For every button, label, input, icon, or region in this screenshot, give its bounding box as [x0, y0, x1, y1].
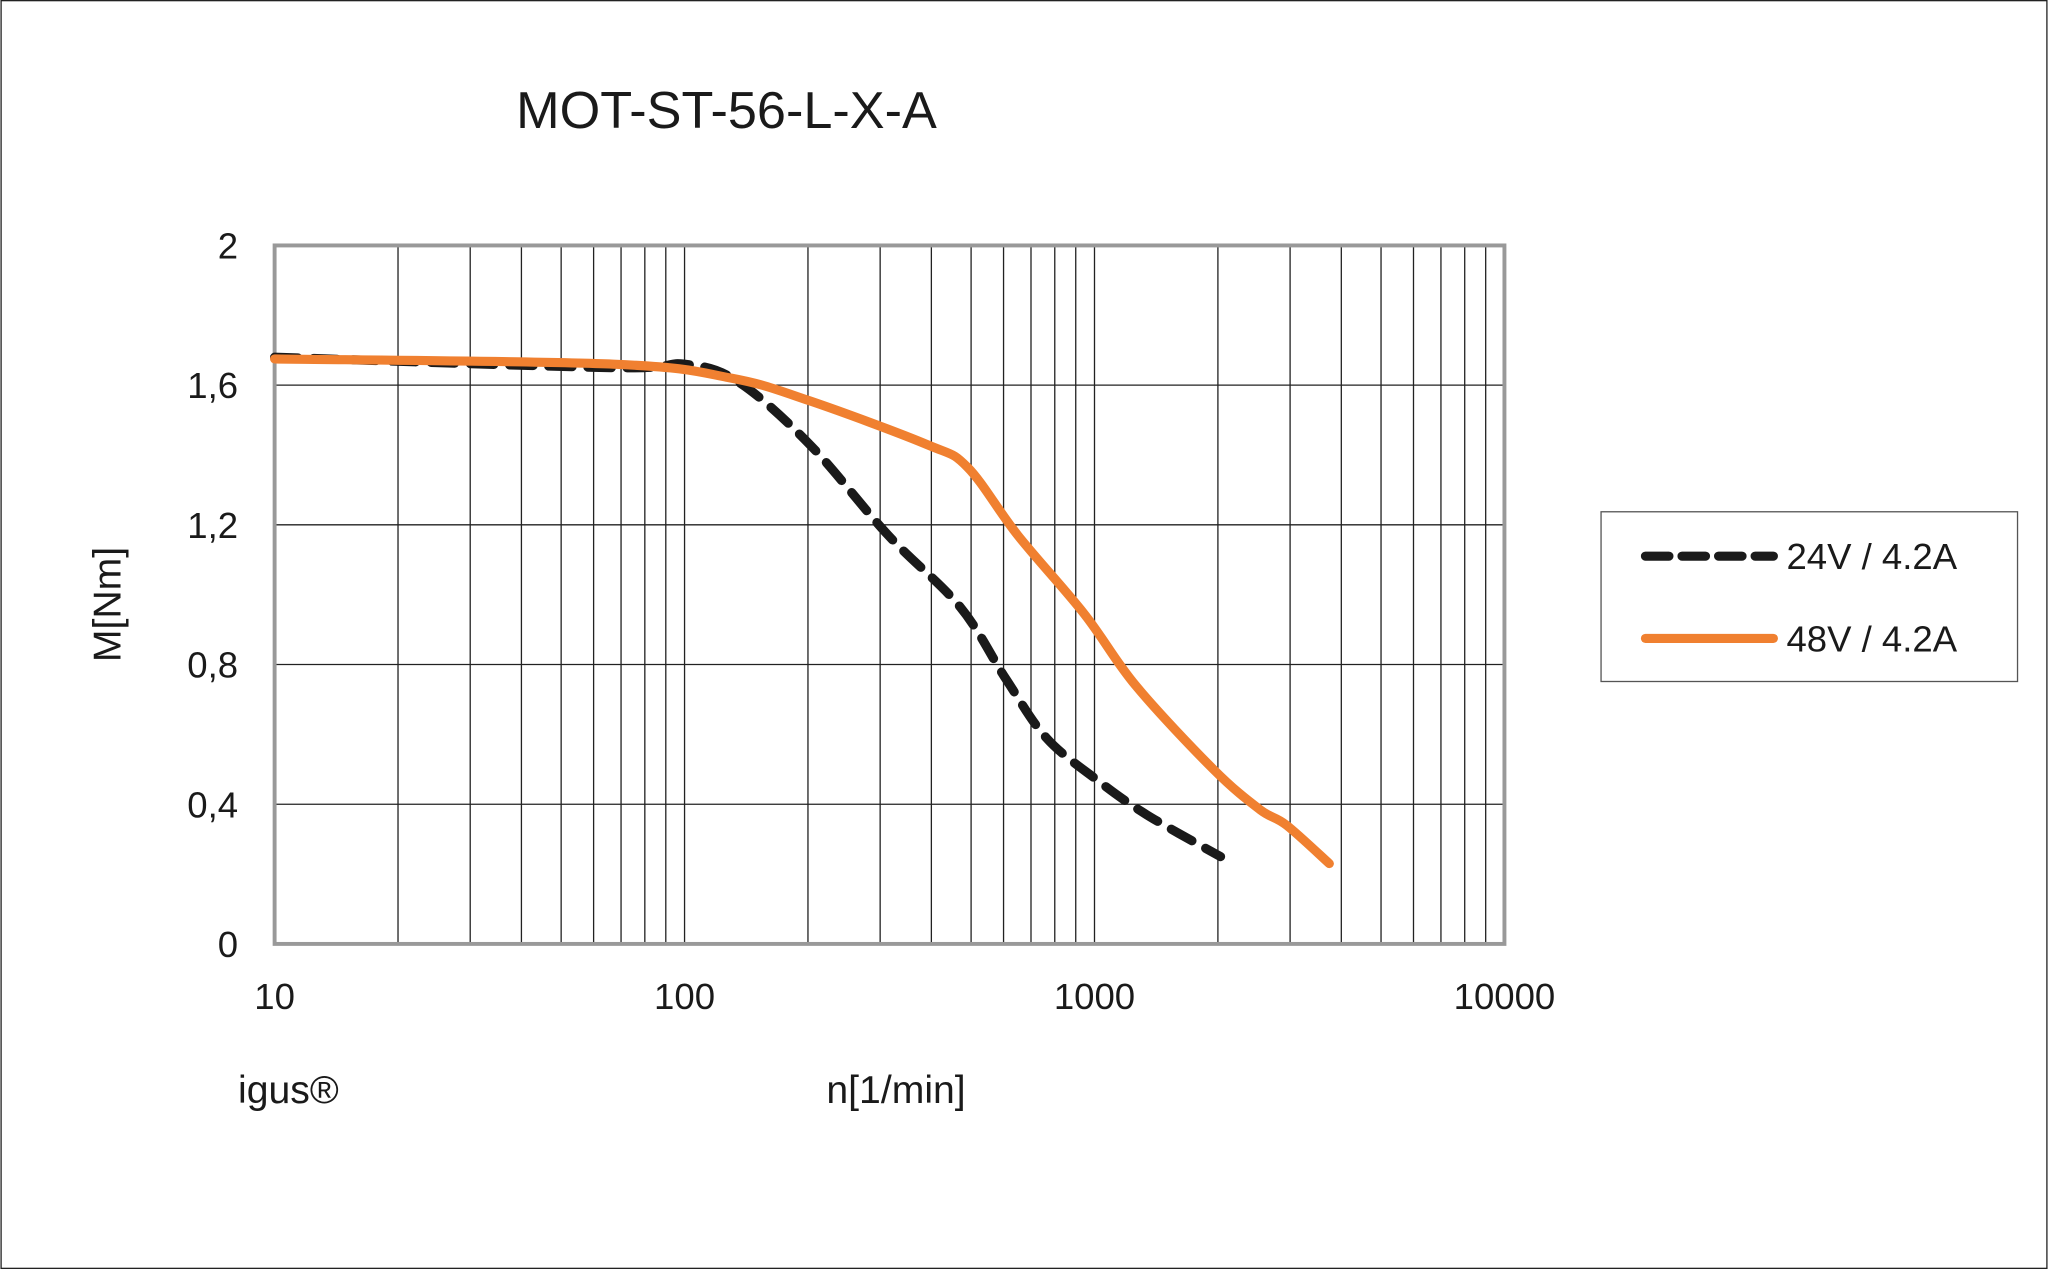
- curves: [270, 352, 1334, 869]
- y-tick-label: 0: [218, 924, 238, 965]
- y-tick-label: 0,8: [187, 645, 238, 686]
- y-tick-label: 2: [218, 226, 238, 267]
- legend-label-48v: 48V / 4.2A: [1786, 618, 1957, 659]
- series-line-48v: [270, 354, 1334, 869]
- plot-border: [272, 243, 1507, 946]
- x-tick-label: 10000: [1454, 976, 1556, 1017]
- legend-box: [1600, 511, 2019, 683]
- igus-watermark: igus®: [238, 1069, 339, 1112]
- x-tick-label: 1000: [1054, 976, 1135, 1017]
- y-tick-label: 1,2: [187, 505, 238, 546]
- y-tick-label: 1,6: [187, 365, 238, 406]
- x-tick-label: 100: [654, 976, 715, 1017]
- legend: 24V / 4.2A 48V / 4.2A: [1600, 511, 2019, 683]
- legend-label-24v: 24V / 4.2A: [1786, 536, 1957, 577]
- chart-title: MOT-ST-56-L-X-A: [516, 82, 937, 140]
- y-tick-label: 0,4: [187, 784, 238, 825]
- y-axis-label: M[Nm]: [87, 547, 130, 662]
- x-axis-label: n[1/min]: [826, 1069, 965, 1112]
- tick-labels: 0 0,4 0,8 1,2 1,6 2 10 100 1000 10000: [187, 226, 1555, 1018]
- x-tick-label: 10: [254, 976, 295, 1017]
